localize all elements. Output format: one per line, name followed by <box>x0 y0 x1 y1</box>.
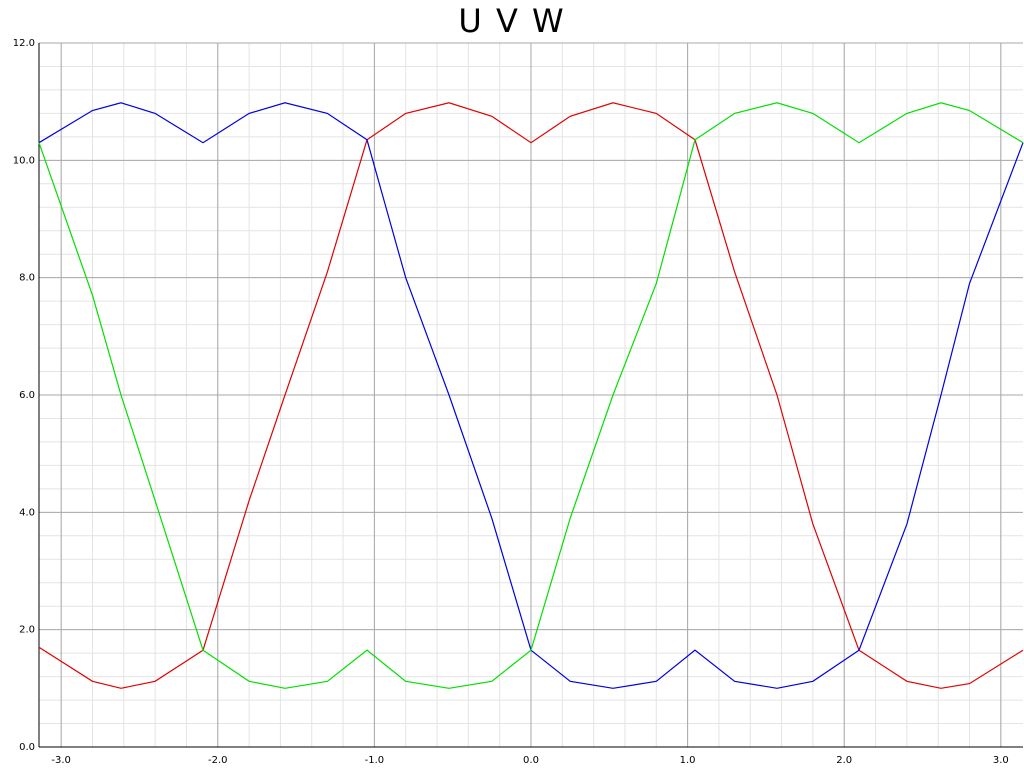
x-tick-label: -3.0 <box>51 755 71 766</box>
x-tick-label: 0.0 <box>523 755 539 766</box>
y-tick-label: 6.0 <box>19 390 35 401</box>
y-tick-label: 0.0 <box>19 742 35 753</box>
chart-title: U V W <box>458 2 566 40</box>
tick-labels: -3.0 -2.0 -1.0 0.0 1.0 2.0 3.0 0.0 2.0 4.0 6.0 8.0 1… <box>13 38 1009 766</box>
series-line-3 <box>38 102 1024 689</box>
x-tick-label: 2.0 <box>836 755 852 766</box>
major-grid <box>39 42 1023 748</box>
y-tick-label: 10.0 <box>13 155 35 166</box>
y-tick-label: 12.0 <box>13 38 35 49</box>
y-tick-label: 8.0 <box>19 273 35 284</box>
x-tick-label: -1.0 <box>365 755 385 766</box>
y-tick-label: 2.0 <box>19 625 35 636</box>
x-tick-label: 3.0 <box>993 755 1009 766</box>
y-tick-label: 4.0 <box>19 507 35 518</box>
axes <box>38 43 1023 748</box>
x-tick-label: 1.0 <box>680 755 696 766</box>
x-tick-label: -2.0 <box>208 755 228 766</box>
series-group <box>38 102 1024 689</box>
